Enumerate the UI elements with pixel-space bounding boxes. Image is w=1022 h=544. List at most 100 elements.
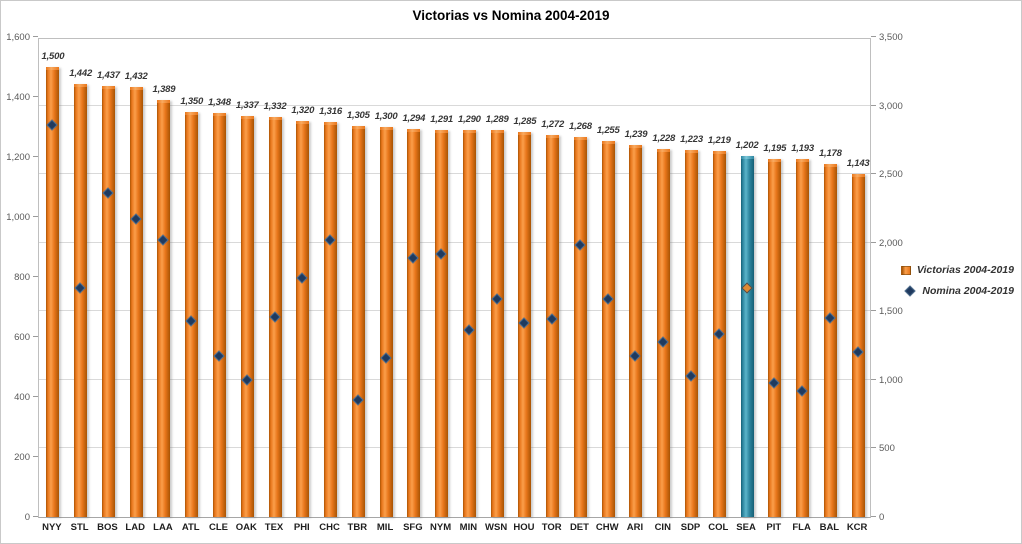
bar-cap [629,145,643,149]
bar[interactable] [324,122,338,517]
bar[interactable] [351,125,365,517]
chart-title: Victorias vs Nomina 2004-2019 [412,8,610,23]
bar-data-label: 1,500 [41,51,65,62]
bar[interactable] [435,129,449,517]
left-axis-tick-label: 200 [14,452,30,463]
bar[interactable] [823,163,837,517]
bar[interactable] [657,148,671,517]
bar-cap [490,130,504,134]
bar[interactable] [379,127,393,517]
bar-data-label: 1,294 [402,112,426,124]
bar-data-label: 1,223 [680,134,703,146]
bar-cap [518,131,532,135]
x-axis-label: TBR [347,522,368,533]
gridline [39,310,870,312]
x-axis-label: HOU [513,522,535,533]
nomina-diamond-icon [904,285,917,297]
gridline [39,104,870,106]
bar-cap [296,121,310,124]
bar-cap [851,174,865,178]
bar-data-label: 1,300 [374,111,398,122]
bar-cap [185,112,199,115]
right-axis-tick [871,447,876,449]
bar-data-label: 1,178 [818,147,842,159]
left-axis-tick-label: 600 [14,332,30,343]
x-axis-label: SFG [403,522,423,533]
left-axis-tick [33,516,38,517]
bar[interactable] [185,112,199,517]
x-axis-label: DET [569,522,589,533]
bar-cap [657,148,671,152]
bar-cap [768,158,782,162]
bar-cap [573,136,587,140]
legend-item-nomina[interactable]: Nomina 2004-2019 [904,285,1014,297]
bar-data-label: 1,442 [69,68,93,80]
bar[interactable] [796,159,810,517]
bar-cap [435,129,449,133]
bar-data-label: 1,193 [791,143,814,155]
bar[interactable] [490,130,504,517]
bar[interactable] [157,100,171,517]
left-axis-tick-label: 0 [24,512,30,523]
bar-data-label: 1,268 [569,120,592,132]
right-axis-tick-label: 3,000 [879,100,903,112]
bar-cap [268,117,282,121]
bar-data-label: 1,289 [485,114,509,126]
x-axis-label: MIL [376,522,394,533]
bar[interactable] [240,115,254,517]
bar-data-label: 1,195 [763,142,787,154]
bar-cap [240,115,254,119]
bar[interactable] [129,87,143,517]
x-axis-label: COL [708,522,729,533]
legend-label-nomina: Nomina 2004-2019 [922,285,1014,297]
plot-area: 1,500 1,442 1,437 1,432 1,389 1,350 1,348 1,337… [33,36,876,518]
bar[interactable] [851,174,865,517]
bar[interactable] [101,85,115,517]
bar-data-label: 1,219 [707,135,731,147]
bar[interactable] [768,158,782,517]
bar-cap [462,130,476,133]
bar-cap [601,140,615,144]
x-axis: NYY STL BOS LAD LAA ATL CLE OAK TEX PHI CHC TBR MIL S… [1,522,1021,542]
bar[interactable] [462,130,476,517]
left-axis-tick [33,456,38,457]
x-axis-label: LAA [153,522,173,533]
bar-cap [685,150,699,154]
right-axis-tick-label: 2,500 [879,169,903,181]
bar[interactable] [407,128,421,517]
bar[interactable] [74,84,88,517]
bar[interactable] [629,145,643,517]
x-axis-label: WSN [485,522,508,533]
left-axis-tick-label: 800 [14,272,30,283]
bar[interactable] [573,136,587,517]
bar[interactable] [212,112,226,517]
left-axis: 0 200 400 600 800 1,000 1,200 1,400 1,600 [1,32,30,523]
bar-cap [712,151,726,155]
right-axis-tick-label: 0 [879,512,885,523]
bar-cap [823,163,837,167]
left-axis-tick-label: 400 [14,392,30,403]
x-axis-label: MIN [459,522,478,533]
bar-highlighted[interactable] [740,156,754,517]
bar[interactable] [296,121,310,517]
bar-data-label: 1,348 [208,96,231,108]
bar-cap [379,127,393,130]
bar[interactable] [601,140,615,517]
gridline [39,378,870,380]
bar[interactable] [46,67,60,517]
right-axis-tick-label: 500 [879,443,895,455]
legend-item-victorias[interactable]: Victorias 2004-2019 [900,264,1014,276]
bar-data-label: 1,437 [97,69,120,81]
bar-data-label: 1,432 [124,71,148,83]
legend: Victorias 2004-2019 Nomina 2004-2019 [900,264,1014,297]
bar[interactable] [546,135,560,517]
bar-cap [351,125,365,129]
x-axis-label: TOR [541,522,562,533]
x-axis-label: CIN [654,522,671,533]
bar-data-label: 1,285 [513,115,537,127]
bar-data-label: 1,239 [624,129,648,141]
right-axis-tick-label: 2,000 [879,237,903,249]
left-axis-tick [33,396,38,397]
bar[interactable] [685,150,699,517]
left-axis-tick [33,216,38,217]
